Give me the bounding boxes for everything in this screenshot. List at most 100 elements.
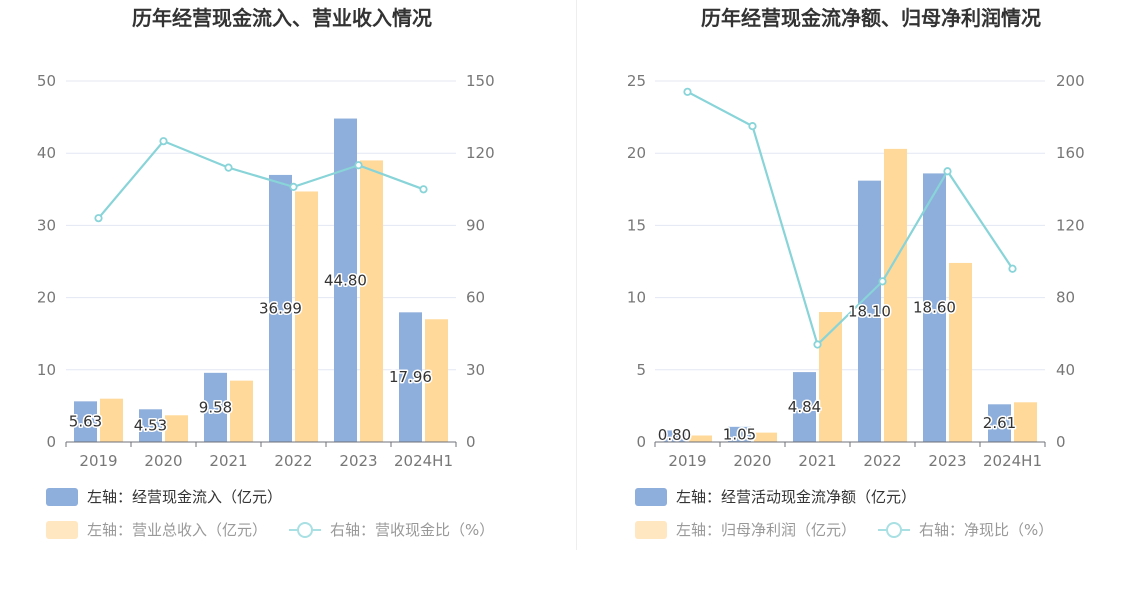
- bar: [923, 173, 946, 442]
- chart-title: 历年经营现金流净额、归母净利润情况: [701, 6, 1041, 30]
- bar: [230, 380, 253, 442]
- legend-label: 左轴：经营活动现金流净额（亿元）: [676, 488, 916, 506]
- legend-label: 左轴：营业总收入（亿元）: [87, 521, 267, 539]
- line-series: [686, 90, 1014, 347]
- data-label: 18.60: [913, 299, 956, 317]
- bar: [884, 148, 907, 443]
- data-label: 9.58: [199, 398, 232, 416]
- right-axis-tick-label: 90: [466, 216, 485, 234]
- data-label: 1.05: [723, 425, 756, 443]
- line-series: [97, 139, 424, 219]
- line-point: [878, 277, 887, 286]
- bar: [819, 312, 842, 442]
- left-axis-tick-label: 0: [636, 433, 646, 451]
- data-label: 44.80: [324, 271, 367, 289]
- data-label: 0.80: [658, 426, 691, 444]
- bar: [139, 409, 162, 442]
- x-axis-tick-label: 2024H1: [983, 452, 1042, 470]
- legend-swatch: [46, 488, 78, 506]
- x-axis-tick-label: 2021: [209, 452, 247, 470]
- chart-title: 历年经营现金流入、营业收入情况: [132, 6, 432, 30]
- bar: [399, 312, 422, 442]
- x-axis-tick-label: 2019: [79, 452, 117, 470]
- data-label: 2.61: [983, 414, 1016, 432]
- line-point: [159, 137, 168, 146]
- legend-label: 右轴：营收现金比（%）: [330, 521, 494, 539]
- bar: [728, 426, 751, 442]
- legend-label: 左轴：经营现金流入（亿元）: [87, 488, 282, 506]
- left-axis-tick-label: 10: [37, 361, 56, 379]
- line-point: [943, 167, 952, 176]
- right-axis-tick-label: 80: [1056, 289, 1075, 307]
- bar: [74, 401, 97, 442]
- bar: [1014, 402, 1037, 442]
- legend-swatch: [635, 521, 667, 539]
- bar: [689, 435, 712, 442]
- x-axis-tick-label: 2020: [733, 452, 771, 470]
- legend-marker: [886, 522, 903, 538]
- line-point: [1008, 264, 1017, 273]
- data-label: 5.63: [69, 413, 102, 431]
- bar: [360, 160, 383, 443]
- right-axis-tick-label: 120: [466, 144, 495, 162]
- bar: [858, 180, 881, 443]
- left-axis-tick-label: 50: [37, 72, 56, 90]
- legend-swatch: [46, 521, 78, 539]
- x-axis-tick-label: 2024H1: [394, 452, 453, 470]
- legend-label: 左轴：归母净利润（亿元）: [676, 521, 856, 539]
- bar: [334, 118, 357, 442]
- data-label: 36.99: [259, 299, 302, 317]
- x-axis-tick-label: 2023: [928, 452, 966, 470]
- chart-2: 历年经营现金流净额、归母净利润情况 0 5 10 15 20 25 0 40 80 120 160 20…: [627, 6, 1085, 539]
- data-label: 4.84: [788, 398, 821, 416]
- left-axis-tick-label: 20: [37, 289, 56, 307]
- left-axis-tick-label: 5: [636, 361, 646, 379]
- right-axis-tick-label: 0: [1056, 433, 1066, 451]
- line-point: [224, 163, 233, 172]
- x-axis-tick-label: 2020: [144, 452, 182, 470]
- legend-swatch: [635, 488, 667, 506]
- bar: [425, 319, 448, 442]
- left-axis-tick-label: 20: [627, 144, 646, 162]
- x-axis-tick-label: 2021: [798, 452, 836, 470]
- bar: [100, 398, 123, 442]
- bar: [988, 404, 1011, 442]
- bar: [949, 262, 972, 442]
- line-point: [419, 185, 428, 194]
- bar: [269, 174, 292, 443]
- x-axis-tick-label: 2022: [274, 452, 312, 470]
- bar: [295, 191, 318, 442]
- legend-label: 右轴：净现比（%）: [919, 521, 1053, 539]
- bar: [663, 430, 686, 442]
- line-point: [683, 87, 692, 96]
- line-point: [354, 161, 363, 170]
- x-axis-tick-label: 2023: [339, 452, 377, 470]
- line-point: [289, 182, 298, 191]
- right-axis-tick-label: 0: [466, 433, 476, 451]
- data-label: 18.10: [848, 302, 891, 320]
- left-axis-tick-label: 40: [37, 144, 56, 162]
- bar: [165, 415, 188, 442]
- bar: [204, 372, 227, 442]
- x-axis-tick-label: 2022: [863, 452, 901, 470]
- right-axis-tick-label: 120: [1056, 216, 1085, 234]
- chart-1: 历年经营现金流入、营业收入情况 0 10 20 30 40 50 0 30 60 90 120 150 2…: [37, 6, 495, 539]
- legend-marker: [297, 522, 314, 538]
- data-label: 4.53: [134, 417, 167, 435]
- right-axis-tick-label: 30: [466, 361, 485, 379]
- line-point: [748, 122, 757, 131]
- right-axis-tick-label: 200: [1056, 72, 1085, 90]
- x-axis-tick-label: 2019: [668, 452, 706, 470]
- data-label: 17.96: [389, 368, 432, 386]
- line-point: [813, 340, 822, 349]
- panel-divider: [576, 0, 577, 550]
- left-axis-tick-label: 25: [627, 72, 646, 90]
- bar: [793, 372, 816, 442]
- right-axis-tick-label: 160: [1056, 144, 1085, 162]
- bar: [754, 432, 777, 442]
- right-axis-tick-label: 150: [466, 72, 495, 90]
- left-axis-tick-label: 10: [627, 289, 646, 307]
- right-axis-tick-label: 40: [1056, 361, 1075, 379]
